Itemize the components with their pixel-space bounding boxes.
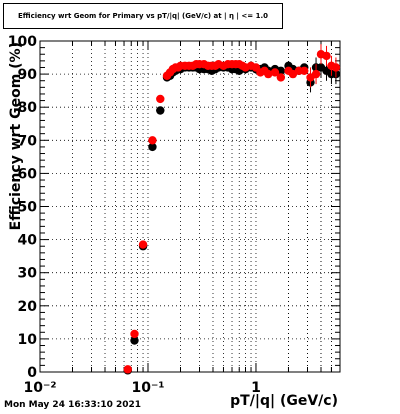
data-point-black [130,336,139,345]
data-point-red [148,136,157,145]
data-point-red [322,51,331,61]
data-point-red [130,329,139,339]
x-tick-label: 1 [251,380,261,396]
y-tick-label: 100 [8,34,37,50]
y-tick-label: 50 [18,200,38,216]
y-tick-label: 40 [18,233,38,249]
plot-frame [39,40,341,373]
x-tick-label: 10⁻¹ [131,380,164,396]
y-axis-label: Efficiency wrt Geom (%) [8,42,24,230]
data-point-red [331,63,341,72]
y-tick-label: 80 [18,100,38,116]
y-tick-label: 10 [18,332,38,348]
data-point-red [270,68,280,77]
tick-labels: 0 10 20 30 40 50 60 70 80 90 100 10⁻² 10⁻¹ 1 [8,34,261,396]
y-tick-label: 70 [18,133,38,149]
data-point-red [300,66,309,75]
data-point-black [148,142,157,152]
data-point-red [311,69,321,79]
x-axis-label: pT/|q| (GeV/c) [230,393,338,409]
data-point-red [156,94,165,104]
x-tick-label: 10⁻² [23,380,56,396]
y-tick-label: 90 [18,67,38,83]
data-markers [123,44,341,375]
y-tick-label: 20 [18,299,38,315]
data-point-red [138,240,148,249]
y-tick-label: 0 [27,365,37,381]
y-tick-label: 60 [18,166,38,182]
data-point-black [156,106,165,115]
data-point-red [264,69,273,79]
data-point-red [123,365,132,374]
axis-ticks [39,40,341,373]
timestamp: Mon May 24 16:33:10 2021 [4,400,142,410]
data-point-red [276,73,286,82]
y-tick-label: 30 [18,266,38,282]
chart-title: Efficiency wrt Geom for Primary vs pT/|q… [3,3,283,29]
